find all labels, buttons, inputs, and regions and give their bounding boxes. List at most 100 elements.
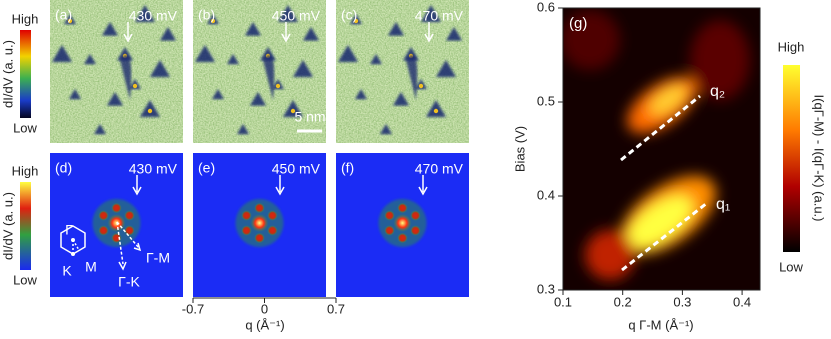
- q1-label: q₁: [716, 196, 730, 213]
- scale-bar-label: 5 nm: [294, 109, 325, 125]
- gamma-label: Γ: [65, 222, 73, 238]
- defect: [303, 27, 319, 41]
- panel-image: [336, 153, 469, 297]
- defect: [388, 22, 404, 36]
- fft-spot: [267, 225, 278, 236]
- y-tick-label: 0.4: [537, 187, 555, 202]
- defect: [393, 92, 409, 106]
- defect: [227, 54, 239, 65]
- fft-spot: [124, 210, 135, 221]
- defect: [338, 45, 358, 62]
- m-label: M: [85, 259, 97, 275]
- panel-label: (c): [341, 7, 357, 23]
- defect: [52, 45, 72, 62]
- fft-spot: [410, 225, 421, 236]
- plot-frame: [562, 7, 761, 291]
- panel-label: (a): [55, 7, 72, 23]
- defect: [140, 100, 160, 117]
- colorbar: [20, 182, 31, 270]
- defect: [283, 100, 303, 117]
- q2-label: q₂: [710, 83, 725, 100]
- defect-center: [353, 18, 359, 24]
- panel: (b) 450 mV: [193, 0, 326, 143]
- panel-image: [193, 0, 326, 143]
- arrow-head: [418, 186, 428, 196]
- panel: (f) 470 mV: [336, 153, 469, 297]
- panel-energy: 470 mV: [415, 161, 464, 177]
- defect: [94, 124, 106, 135]
- x-tick-label: 0.2: [614, 294, 632, 309]
- arrow-head: [123, 33, 133, 43]
- fft-spot: [267, 210, 278, 221]
- y-tick-label: 0.5: [537, 93, 555, 108]
- defect: [355, 89, 367, 100]
- defect: [370, 54, 382, 65]
- defect-center: [433, 108, 439, 114]
- defect: [245, 22, 261, 36]
- panel-image: [336, 0, 469, 143]
- fft-axis-label: q (Å⁻¹): [245, 317, 284, 332]
- panel-label: (f): [341, 160, 354, 176]
- gamma-k-label: Γ-K: [118, 274, 140, 290]
- panel-energy: 430 mV: [129, 8, 178, 24]
- defect: [160, 27, 176, 41]
- fft-spot: [124, 225, 135, 236]
- q1-line: [621, 201, 708, 272]
- defect: [102, 22, 118, 36]
- x-tick-label: 0.7: [327, 301, 345, 316]
- defect: [237, 124, 249, 135]
- panel-image: [50, 0, 183, 143]
- fft-spot: [254, 203, 265, 213]
- panel-energy: 430 mV: [129, 161, 178, 177]
- y-axis-label: Bias (V): [512, 126, 527, 172]
- fft-center: [250, 214, 269, 232]
- panel-label: (b): [198, 7, 215, 23]
- fft-center: [393, 214, 412, 232]
- defect: [195, 45, 215, 62]
- panel-energy: 450 mV: [272, 8, 321, 24]
- defect: [436, 60, 456, 77]
- defect: [107, 92, 123, 106]
- panel-label: (e): [198, 160, 215, 176]
- gamma-point: [71, 238, 75, 242]
- g-axes: 0.1 0.2 0.3 0.4 0.3 0.4 0.5 0.6: [537, 0, 751, 309]
- x-tick-label: -0.7: [182, 301, 204, 316]
- colorbar: [20, 30, 31, 118]
- defect-center: [290, 108, 296, 114]
- x-tick-label: 0.4: [733, 294, 751, 309]
- fft-spot: [397, 233, 408, 243]
- panels: (a) 430 mV (b) 450 mV (c) 470 mV (d) 430 mV (e) 4…: [50, 0, 469, 297]
- gamma-m-label: Γ-M: [146, 250, 170, 266]
- defect: [84, 54, 96, 65]
- k-label: K: [62, 263, 72, 279]
- defect-center: [210, 18, 216, 24]
- q2-line: [620, 94, 701, 162]
- panel-energy: 450 mV: [272, 161, 321, 177]
- fft-spot: [98, 225, 109, 236]
- fft-axis: -0.7 0 0.7: [182, 297, 345, 316]
- x-tick-label: 0.3: [673, 294, 691, 309]
- k-point: [71, 252, 75, 256]
- panel: (c) 470 mV: [336, 0, 469, 143]
- defect: [135, 5, 155, 22]
- colorbar: [783, 65, 800, 252]
- defect: [421, 5, 441, 22]
- defect-center: [132, 83, 138, 89]
- x-axis-label: q Γ-M (Å⁻¹): [628, 317, 693, 332]
- defect: [446, 27, 462, 41]
- panel: (a) 430 mV: [50, 0, 183, 143]
- arrow-head: [275, 186, 285, 196]
- panel-energy: 470 mV: [415, 8, 464, 24]
- panel-label: (g): [569, 15, 587, 32]
- x-tick-label: 0.1: [554, 294, 572, 309]
- arrow-head: [132, 186, 142, 196]
- defect: [212, 89, 224, 100]
- fft-spot: [384, 225, 395, 236]
- fft-spot: [410, 210, 421, 221]
- colorbar-title: dI/dV (a. u.): [0, 192, 15, 260]
- panel-label: (d): [55, 160, 72, 176]
- fft-spot: [254, 233, 265, 243]
- fft-spot: [241, 210, 252, 221]
- defect: [278, 5, 298, 22]
